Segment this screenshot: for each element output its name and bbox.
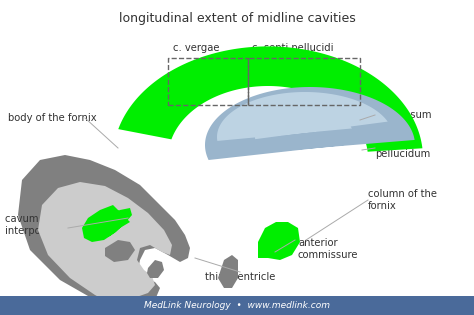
- Polygon shape: [105, 240, 135, 262]
- Polygon shape: [118, 46, 422, 152]
- Text: cavum veli
interpositi: cavum veli interpositi: [5, 214, 59, 236]
- Text: third ventricle: third ventricle: [205, 272, 275, 282]
- Text: septum
pellucidum: septum pellucidum: [375, 137, 430, 159]
- Polygon shape: [82, 205, 132, 242]
- Polygon shape: [38, 182, 172, 302]
- Polygon shape: [217, 92, 388, 141]
- Text: column of the
fornix: column of the fornix: [368, 189, 437, 211]
- Text: MedLink Neurology  •  www.medlink.com: MedLink Neurology • www.medlink.com: [144, 301, 330, 310]
- Polygon shape: [147, 260, 164, 278]
- Polygon shape: [18, 155, 190, 310]
- Text: c. vergae: c. vergae: [173, 43, 219, 53]
- Polygon shape: [258, 222, 300, 260]
- Bar: [0, 296, 474, 315]
- Text: c. septi pellucidi: c. septi pellucidi: [252, 43, 334, 53]
- Text: anterior
commissure: anterior commissure: [298, 238, 358, 260]
- Text: body of the fornix: body of the fornix: [8, 113, 97, 123]
- Text: longitudinal extent of midline cavities: longitudinal extent of midline cavities: [118, 12, 356, 25]
- Text: c. callosum: c. callosum: [375, 110, 431, 120]
- Polygon shape: [218, 255, 238, 288]
- Polygon shape: [205, 87, 415, 160]
